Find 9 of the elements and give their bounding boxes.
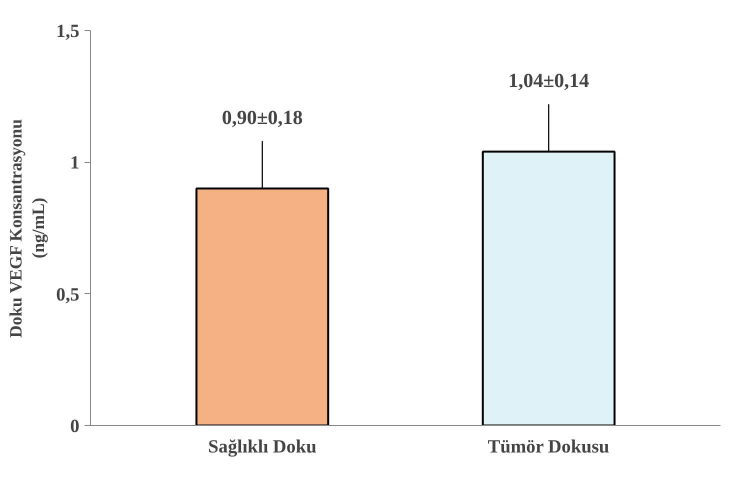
y-tick-label: 1,5 <box>56 21 80 42</box>
data-label: 0,90±0,18 <box>222 107 303 130</box>
x-tick-label: Sağlıklı Doku <box>208 436 316 458</box>
x-tick-label: Tümör Dokusu <box>488 436 610 458</box>
y-tick-label: 0,5 <box>56 284 80 306</box>
y-axis-title: Doku VEGF Konsantrasyonu (ng/mL) <box>6 118 48 338</box>
y-tick-label: 0 <box>70 416 80 437</box>
y-tick-label: 1 <box>70 152 80 174</box>
data-label: 1,04±0,14 <box>508 70 590 92</box>
